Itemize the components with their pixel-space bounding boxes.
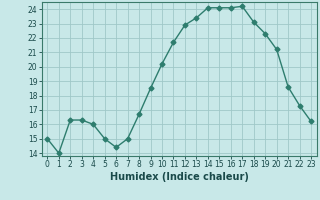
X-axis label: Humidex (Indice chaleur): Humidex (Indice chaleur) xyxy=(110,172,249,182)
